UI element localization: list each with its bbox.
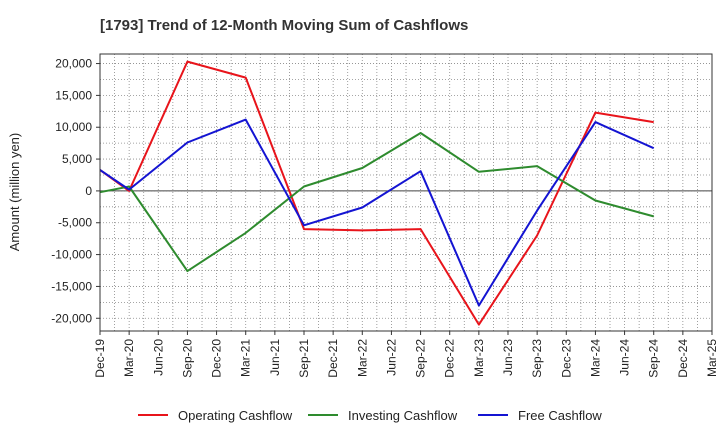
y-tick-label: 5,000	[62, 152, 92, 166]
y-tick-label: 10,000	[55, 120, 92, 134]
x-tick-label: Sep-20	[180, 339, 194, 378]
x-tick-label: Jun-23	[501, 339, 515, 376]
plot-area-border	[99, 53, 713, 332]
x-tick-label: Mar-24	[588, 339, 602, 377]
y-axis-ticks: 20,000 15,000 10,000 5,000 0 -5,000 -10,000 -15…	[51, 57, 100, 325]
x-tick-label: Sep-24	[647, 339, 661, 378]
x-tick-label: Jun-22	[384, 339, 398, 376]
y-tick-label: -15,000	[51, 279, 92, 293]
y-tick-label: 0	[85, 184, 92, 198]
y-axis-label: Amount (million yen)	[7, 133, 22, 252]
x-tick-label: Mar-22	[355, 339, 369, 377]
x-tick-label: Sep-23	[530, 339, 544, 378]
x-tick-label: Dec-23	[559, 339, 573, 378]
x-tick-label: Mar-20	[122, 339, 136, 377]
legend: Operating Cashflow Investing Cashflow Free…	[138, 408, 602, 423]
y-tick-label: -5,000	[58, 216, 92, 230]
y-tick-label: -10,000	[51, 248, 92, 262]
series-lines	[99, 60, 655, 326]
x-tick-label: Mar-21	[239, 339, 253, 377]
x-tick-label: Jun-24	[618, 339, 632, 376]
x-tick-label: Mar-23	[472, 339, 486, 377]
series-line-investing-cashflow	[99, 132, 654, 273]
x-tick-label: Sep-21	[297, 339, 311, 378]
legend-label-free-cashflow: Free Cashflow	[518, 408, 602, 423]
x-tick-label: Jun-21	[268, 339, 282, 376]
grid-lines	[99, 54, 713, 331]
legend-label-investing-cashflow: Investing Cashflow	[348, 408, 458, 423]
x-tick-label: Dec-20	[210, 339, 224, 378]
x-tick-label: Dec-22	[443, 339, 457, 378]
legend-label-operating-cashflow: Operating Cashflow	[178, 408, 293, 423]
x-tick-label: Sep-22	[414, 339, 428, 378]
x-tick-label: Dec-19	[93, 339, 107, 378]
y-tick-label: 20,000	[55, 57, 92, 71]
series-line-free-cashflow	[99, 118, 655, 307]
x-tick-label: Dec-21	[326, 339, 340, 378]
x-tick-label: Jun-20	[151, 339, 165, 376]
x-tick-label: Dec-24	[676, 339, 690, 378]
chart-title: [1793] Trend of 12-Month Moving Sum of C…	[100, 17, 468, 34]
y-tick-label: -20,000	[51, 311, 92, 325]
y-tick-label: 15,000	[55, 88, 92, 102]
series-line-operating-cashflow	[99, 60, 654, 326]
x-tick-label: Mar-25	[705, 339, 719, 377]
x-axis-ticks: Dec-19 Mar-20 Jun-20 Sep-20 Dec-20 Mar-21 Jun-…	[93, 331, 719, 378]
